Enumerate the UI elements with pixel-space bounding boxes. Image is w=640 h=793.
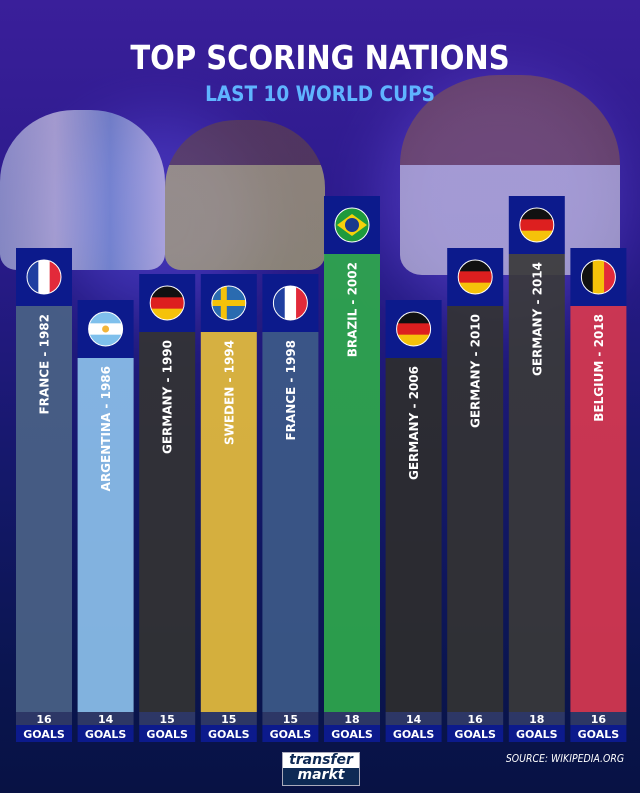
- goals-strip-3: [200, 725, 257, 742]
- value-strip-1: [77, 712, 134, 725]
- bar-6: [385, 358, 442, 712]
- value-label-6: 14: [406, 713, 422, 726]
- france-flag-icon: [27, 260, 61, 294]
- bar-label-3: SWEDEN - 1994: [222, 340, 236, 445]
- bar-label-0: FRANCE - 1982: [38, 314, 52, 415]
- value-strip-3: [200, 712, 257, 725]
- value-label-0: 16: [36, 713, 52, 726]
- bar-7: [447, 306, 504, 712]
- value-label-4: 15: [283, 713, 298, 726]
- goals-strip-6: [385, 725, 442, 742]
- chart-title: TOP SCORING NATIONS: [130, 38, 510, 77]
- bar-label-4: FRANCE - 1998: [284, 340, 298, 441]
- bar-0: [16, 306, 72, 712]
- player-photo-argentina: [0, 110, 165, 270]
- value-label-1: 14: [98, 713, 114, 726]
- bar-4: [262, 332, 319, 712]
- goals-label-5: GOALS: [331, 728, 373, 741]
- argentina-flag-icon: [88, 312, 123, 346]
- transfermarkt-logo: transfer markt: [282, 752, 360, 786]
- bar-3: [200, 332, 257, 712]
- value-label-8: 18: [529, 713, 544, 726]
- bar-label-8: GERMANY - 2014: [530, 262, 544, 376]
- bar-label-6: GERMANY - 2006: [407, 366, 421, 480]
- value-strip-5: [324, 712, 380, 725]
- value-label-5: 18: [344, 713, 359, 726]
- goals-strip-1: [77, 725, 134, 742]
- goals-label-7: GOALS: [454, 728, 496, 741]
- chart-subtitle: LAST 10 WORLD CUPS: [205, 82, 435, 106]
- value-strip-0: [16, 712, 72, 725]
- value-strip-9: [570, 712, 627, 725]
- sweden-flag-icon: [211, 286, 246, 320]
- france-flag-icon: [273, 286, 308, 320]
- goals-label-3: GOALS: [208, 728, 250, 741]
- value-label-9: 16: [591, 713, 607, 726]
- bar-label-9: BELGIUM - 2018: [592, 314, 606, 422]
- bar-label-2: GERMANY - 1990: [161, 340, 175, 454]
- goals-strip-9: [570, 725, 627, 742]
- goals-label-4: GOALS: [270, 728, 312, 741]
- goals-strip-7: [447, 725, 504, 742]
- value-strip-7: [447, 712, 504, 725]
- bar-5: [324, 254, 380, 712]
- bar-2: [139, 332, 196, 712]
- value-strip-6: [385, 712, 442, 725]
- goals-strip-2: [139, 725, 196, 742]
- bar-8: [508, 254, 565, 712]
- goals-label-8: GOALS: [516, 728, 558, 741]
- goals-strip-5: [324, 725, 380, 742]
- goals-strip-8: [508, 725, 565, 742]
- value-strip-4: [262, 712, 319, 725]
- value-label-2: 15: [160, 713, 175, 726]
- germany-flag-icon: [150, 286, 185, 320]
- germany-flag-icon: [458, 260, 493, 294]
- germany-flag-icon: [396, 312, 431, 346]
- value-strip-2: [139, 712, 196, 725]
- bar-1: [77, 358, 134, 712]
- bar-label-5: BRAZIL - 2002: [346, 262, 360, 357]
- bar-label-7: GERMANY - 2010: [469, 314, 483, 428]
- source-note: SOURCE: WIKIPEDIA.ORG: [505, 752, 624, 765]
- goals-strip-0: [16, 725, 72, 742]
- goals-label-6: GOALS: [393, 728, 435, 741]
- player-photo-brazil: [165, 120, 325, 270]
- bar-label-1: ARGENTINA - 1986: [99, 366, 113, 491]
- value-strip-8: [508, 712, 565, 725]
- germany-flag-icon: [519, 208, 554, 242]
- value-label-3: 15: [221, 713, 236, 726]
- goals-strip-4: [262, 725, 319, 742]
- goals-label-1: GOALS: [85, 728, 127, 741]
- belgium-flag-icon: [581, 260, 616, 294]
- goals-label-0: GOALS: [23, 728, 65, 741]
- goals-label-9: GOALS: [578, 728, 620, 741]
- bar-9: [570, 306, 627, 712]
- brazil-flag-icon: [335, 208, 369, 242]
- value-label-7: 16: [468, 713, 484, 726]
- goals-label-2: GOALS: [146, 728, 188, 741]
